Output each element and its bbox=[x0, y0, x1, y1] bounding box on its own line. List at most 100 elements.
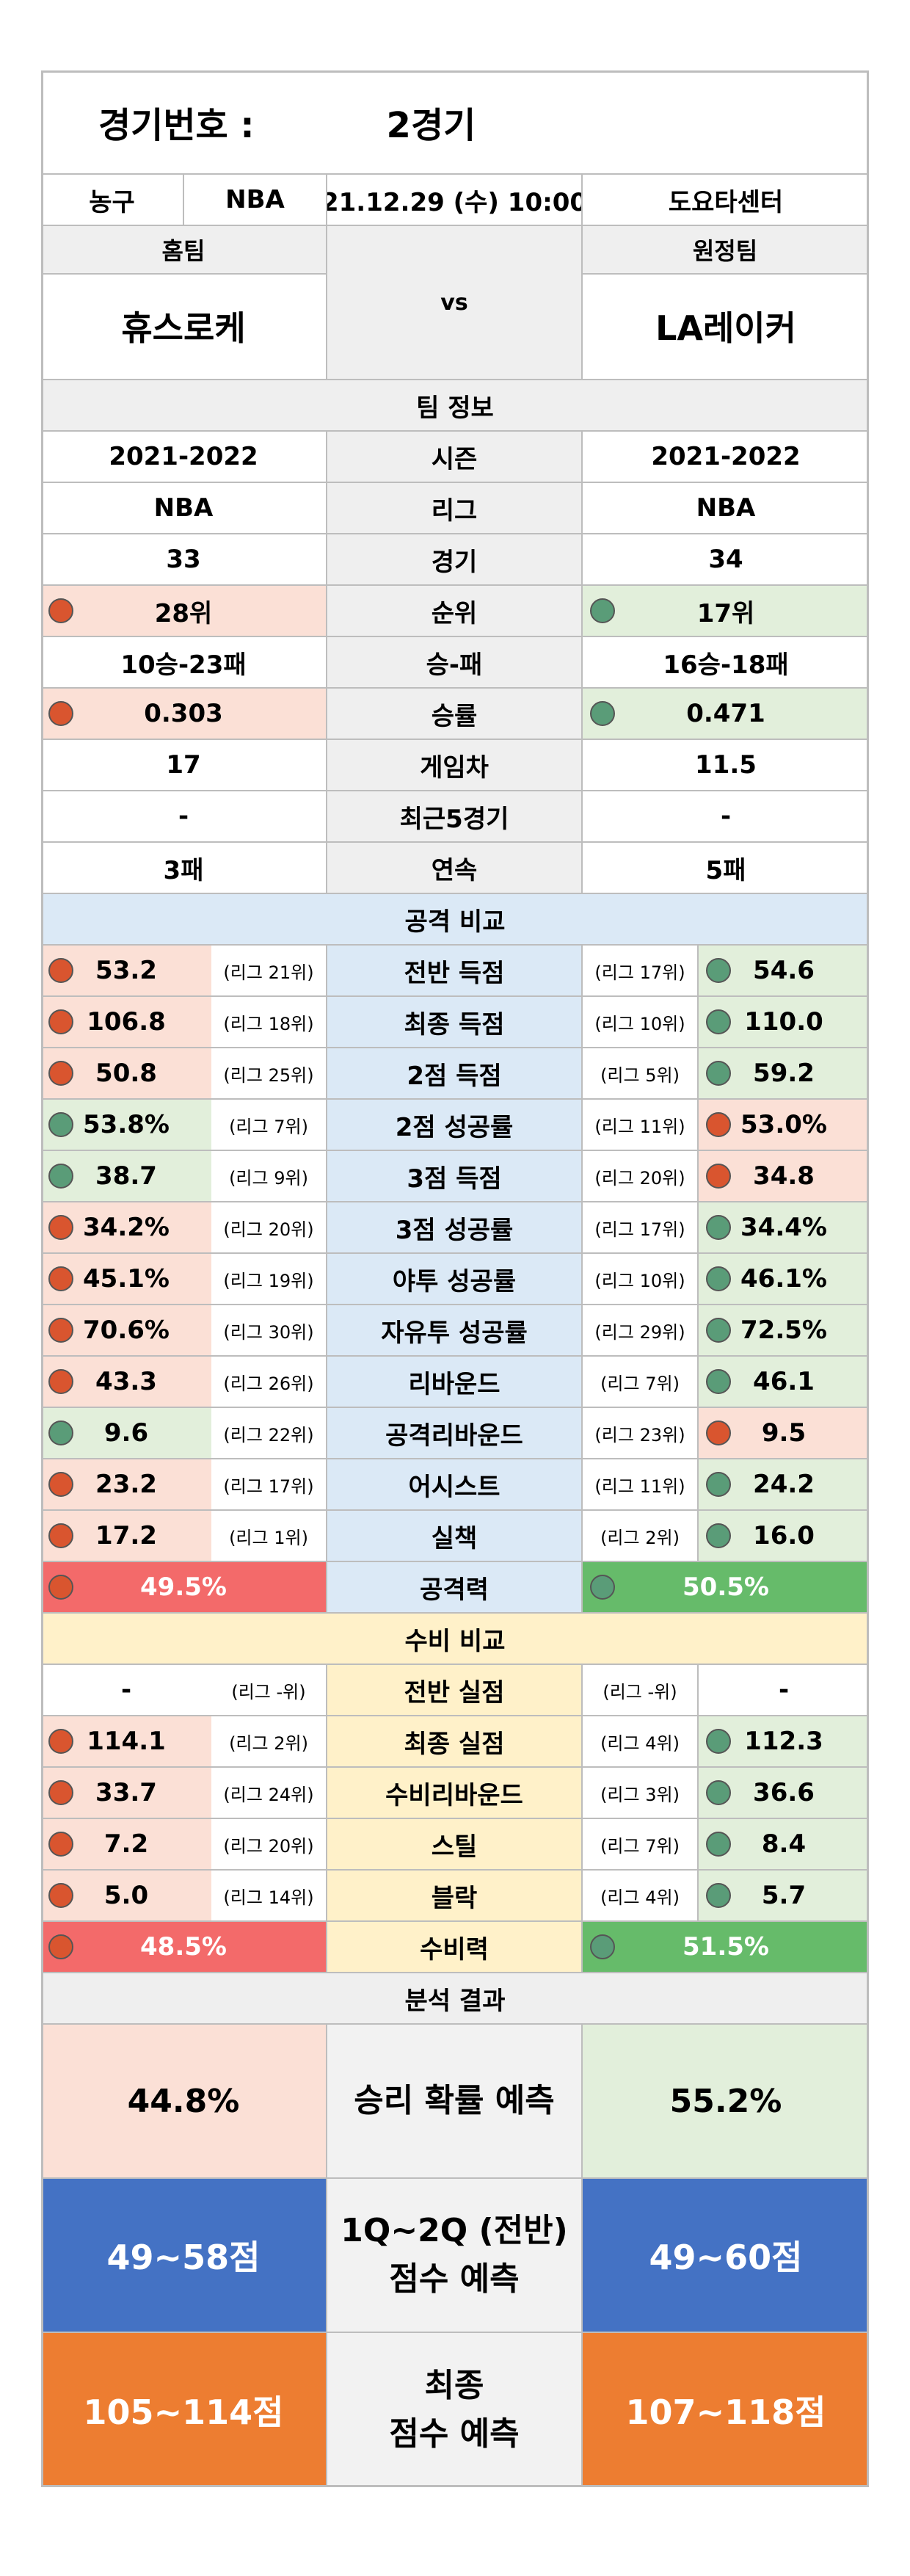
away-stat: 36.6 bbox=[699, 1768, 869, 1818]
indicator-dot-icon bbox=[48, 1780, 73, 1805]
away-team-name: LA레이커 bbox=[655, 308, 796, 348]
home-value: 33 bbox=[41, 534, 327, 584]
away-value-text: NBA bbox=[696, 493, 756, 523]
home-team-label: 홈팀 bbox=[41, 226, 326, 275]
half-score-row: 49~58점 1Q~2Q (전반) 점수 예측 49~60점 bbox=[41, 2179, 869, 2333]
indicator-dot-icon bbox=[590, 598, 615, 623]
indicator-dot-icon bbox=[48, 1832, 73, 1857]
team-info-table: 2021-2022 시즌 2021-2022 NBA 리그 NBA 33 경기 34 28위 순위 1… bbox=[41, 432, 869, 894]
indicator-dot-icon bbox=[706, 1164, 731, 1189]
home-rank: (리그 18위) bbox=[211, 997, 327, 1047]
win-prob-row: 44.8% 승리 확률 예측 55.2% bbox=[41, 2025, 869, 2179]
home-rank: (리그 2위) bbox=[211, 1716, 327, 1766]
half-score-label: 1Q~2Q (전반) 점수 예측 bbox=[327, 2179, 583, 2332]
team-info-row: 3패 연속 5패 bbox=[41, 843, 869, 894]
away-value: 16승-18패 bbox=[583, 637, 869, 687]
home-stat-value: 53.2 bbox=[95, 956, 157, 985]
away-value: 2021-2022 bbox=[583, 432, 869, 482]
defense-table: - (리그 -위) 전반 실점 (리그 -위) -114.1 (리그 2위) 최종 실점 (리… bbox=[41, 1665, 869, 1922]
home-stat: 9.6 bbox=[41, 1408, 211, 1458]
home-dot-icon bbox=[48, 1934, 73, 1959]
away-stat-value: 34.8 bbox=[753, 1161, 815, 1191]
home-stat-value: 43.3 bbox=[95, 1367, 157, 1396]
vs-label: vs bbox=[327, 226, 583, 379]
away-rank: (리그 4위) bbox=[583, 1871, 699, 1920]
indicator-dot-icon bbox=[706, 1523, 731, 1548]
home-dot-icon bbox=[48, 1575, 73, 1600]
attack-row: 53.8% (리그 7위) 2점 성공률 (리그 11위) 53.0% bbox=[41, 1100, 869, 1151]
stat-label: 리그 bbox=[327, 483, 583, 533]
home-rank: (리그 25위) bbox=[211, 1048, 327, 1098]
indicator-dot-icon bbox=[706, 958, 731, 983]
away-rank: (리그 10위) bbox=[583, 997, 699, 1047]
team-info-row: 28위 순위 17위 bbox=[41, 586, 869, 637]
attack-row: 53.2 (리그 21위) 전반 득점 (리그 17위) 54.6 bbox=[41, 946, 869, 997]
indicator-dot-icon bbox=[48, 1729, 73, 1754]
indicator-dot-icon bbox=[48, 958, 73, 983]
away-defense-power: 51.5% bbox=[583, 1922, 869, 1972]
indicator-dot-icon bbox=[706, 1215, 731, 1240]
stat-label: 최근5경기 bbox=[327, 791, 583, 841]
away-stat: 8.4 bbox=[699, 1819, 869, 1869]
away-stat: 72.5% bbox=[699, 1305, 869, 1355]
away-rank: (리그 -위) bbox=[583, 1665, 699, 1715]
home-value: 17 bbox=[41, 740, 327, 790]
away-stat: 46.1 bbox=[699, 1357, 869, 1407]
away-stat-value: 5.7 bbox=[761, 1881, 807, 1910]
stat-label: 스틸 bbox=[327, 1819, 583, 1869]
home-value-text: 28위 bbox=[154, 598, 213, 628]
home-value-text: 33 bbox=[166, 545, 201, 574]
home-stat: 23.2 bbox=[41, 1459, 211, 1509]
away-value-text: 0.471 bbox=[686, 699, 765, 728]
away-stat-value: 112.3 bbox=[744, 1727, 823, 1756]
home-rank: (리그 20위) bbox=[211, 1202, 327, 1252]
away-rank: (리그 2위) bbox=[583, 1511, 699, 1561]
home-stat: 45.1% bbox=[41, 1254, 211, 1304]
defense-row: 33.7 (리그 24위) 수비리바운드 (리그 3위) 36.6 bbox=[41, 1768, 869, 1819]
home-rank: (리그 1위) bbox=[211, 1511, 327, 1561]
home-stat: 70.6% bbox=[41, 1305, 211, 1355]
home-stat-value: 5.0 bbox=[103, 1881, 149, 1910]
indicator-dot-icon bbox=[706, 1421, 731, 1445]
home-stat: 17.2 bbox=[41, 1511, 211, 1561]
venue-cell: 도요타센터 bbox=[668, 187, 784, 217]
stat-label: 자유투 성공률 bbox=[327, 1305, 583, 1355]
home-defense-power: 48.5% bbox=[41, 1922, 327, 1972]
away-value-text: 2021-2022 bbox=[651, 442, 801, 471]
attack-power-label: 공격력 bbox=[327, 1562, 583, 1612]
home-rank: (리그 7위) bbox=[211, 1100, 327, 1150]
analysis-title: 분석 결과 bbox=[404, 1986, 506, 2016]
home-defense-power-value: 48.5% bbox=[140, 1932, 227, 1962]
home-stat: 34.2% bbox=[41, 1202, 211, 1252]
attack-row: 9.6 (리그 22위) 공격리바운드 (리그 23위) 9.5 bbox=[41, 1408, 869, 1459]
away-stat-value: 110.0 bbox=[744, 1007, 823, 1037]
home-stat: 114.1 bbox=[41, 1716, 211, 1766]
away-value: 11.5 bbox=[583, 740, 869, 790]
home-stat: 53.8% bbox=[41, 1100, 211, 1150]
stat-label: 3점 성공률 bbox=[327, 1202, 583, 1252]
indicator-dot-icon bbox=[706, 1472, 731, 1497]
indicator-dot-icon bbox=[706, 1369, 731, 1394]
away-stat: - bbox=[699, 1665, 869, 1715]
away-value-text: 34 bbox=[708, 545, 743, 574]
home-stat: 106.8 bbox=[41, 997, 211, 1047]
home-value: 10승-23패 bbox=[41, 637, 327, 687]
away-value-text: 17위 bbox=[696, 598, 755, 628]
home-value-text: 3패 bbox=[163, 855, 204, 885]
indicator-dot-icon bbox=[48, 1883, 73, 1908]
match-number-label: 경기번호 : bbox=[98, 105, 255, 146]
home-stat-value: - bbox=[120, 1675, 132, 1705]
stat-label: 야투 성공률 bbox=[327, 1254, 583, 1304]
home-rank: (리그 9위) bbox=[211, 1151, 327, 1201]
home-stat: 33.7 bbox=[41, 1768, 211, 1818]
stat-label: 리바운드 bbox=[327, 1357, 583, 1407]
away-stat: 5.7 bbox=[699, 1871, 869, 1920]
attack-row: 45.1% (리그 19위) 야투 성공률 (리그 10위) 46.1% bbox=[41, 1254, 869, 1305]
stat-label: 전반 실점 bbox=[327, 1665, 583, 1715]
defense-row: 7.2 (리그 20위) 스틸 (리그 7위) 8.4 bbox=[41, 1819, 869, 1871]
away-value: 5패 bbox=[583, 843, 869, 893]
away-value-text: 5패 bbox=[705, 855, 746, 885]
away-stat-value: 36.6 bbox=[753, 1778, 815, 1807]
team-info-row: 17 게임차 11.5 bbox=[41, 740, 869, 791]
indicator-dot-icon bbox=[706, 1832, 731, 1857]
